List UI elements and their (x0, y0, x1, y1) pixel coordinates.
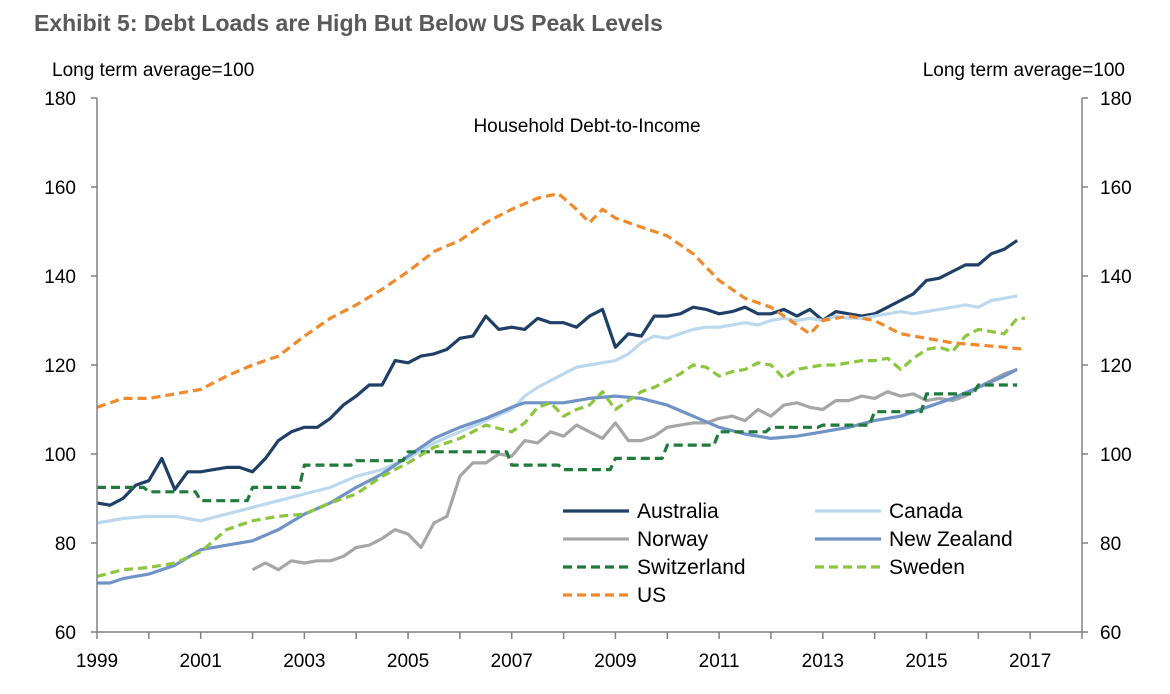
y-tick-label-left: 60 (55, 623, 76, 644)
legend-label: US (637, 584, 666, 607)
series-line-sweden (96, 316, 1025, 578)
y-tick-label-right: 100 (1100, 445, 1132, 466)
series-line-canada (96, 294, 1018, 525)
legend-label: Switzerland (637, 556, 746, 579)
y-tick-label-left: 120 (44, 356, 76, 377)
x-tick-label: 2017 (1009, 651, 1051, 672)
y-tick-label-left: 80 (55, 534, 76, 555)
y-axis-label-left: Long term average=100 (52, 60, 254, 81)
y-tick-label-right: 140 (1100, 267, 1132, 288)
series-line-australia (96, 239, 1019, 507)
legend-label: Norway (637, 528, 709, 551)
x-tick-label: 2013 (802, 651, 844, 672)
y-tick-label-left: 140 (44, 267, 76, 288)
legend-label: New Zealand (889, 528, 1013, 551)
y-tick-label-right: 180 (1100, 89, 1132, 110)
x-tick-label: 2007 (491, 651, 533, 672)
y-tick-label-right: 120 (1100, 356, 1132, 377)
y-tick-label-left: 160 (44, 178, 76, 199)
legend-label: Canada (889, 500, 963, 523)
y-tick-label-right: 160 (1100, 178, 1132, 199)
legend-label: Australia (637, 500, 719, 523)
x-tick-label: 2001 (180, 651, 222, 672)
series-line-new-zealand (97, 367, 1018, 585)
x-tick-label: 2005 (387, 651, 429, 672)
x-tick-label: 2009 (594, 651, 636, 672)
x-tick-label: 2003 (283, 651, 325, 672)
series-line-us (96, 192, 1026, 409)
exhibit-title: Exhibit 5: Debt Loads are High But Below… (34, 10, 663, 36)
x-tick-label: 1999 (76, 651, 118, 672)
y-tick-label-right: 80 (1100, 534, 1121, 555)
y-tick-label-right: 60 (1100, 623, 1121, 644)
series-line-switzerland (97, 383, 1018, 503)
x-tick-label: 2011 (699, 651, 740, 672)
chart-title: Household Debt-to-Income (473, 116, 700, 137)
y-tick-label-left: 180 (44, 89, 76, 110)
series-line-norway (251, 367, 1018, 572)
legend-label: Sweden (889, 556, 965, 579)
axes-layer: 60 60 80 80 100 100 120 120 140 140 160 160 180 180 19… (44, 89, 1131, 672)
legend: Australia Canada Norway New Zealand Switzerl… (563, 500, 1013, 607)
x-tick-label: 2015 (905, 651, 947, 672)
y-tick-label-left: 100 (44, 445, 76, 466)
series-layer (96, 192, 1026, 585)
y-axis-label-right: Long term average=100 (923, 60, 1125, 81)
